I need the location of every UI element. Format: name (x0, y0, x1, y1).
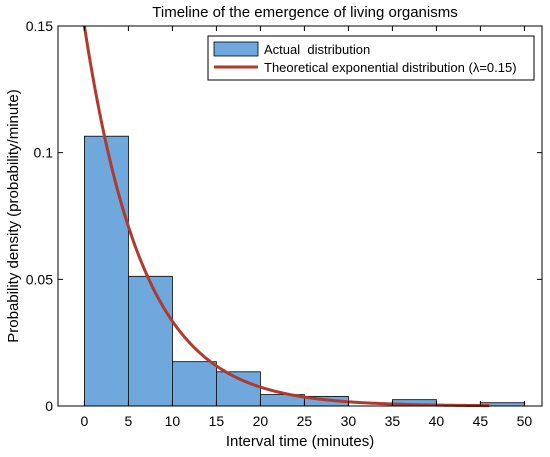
x-tick-label: 30 (341, 413, 357, 429)
x-tick-label: 40 (429, 413, 445, 429)
x-tick-label: 15 (209, 413, 225, 429)
chart-title: Timeline of the emergence of living orga… (152, 4, 457, 21)
plot-border (57, 25, 543, 407)
legend-box (207, 35, 535, 81)
x-tick-label: 0 (81, 413, 89, 429)
y-tick-label: 0.05 (26, 271, 53, 287)
histogram-bar-1 (127, 275, 173, 407)
legend-label-curve: Theoretical exponential distribution (λ=… (264, 60, 517, 75)
x-tick-label: 25 (297, 413, 313, 429)
exponential-curve (82, 25, 490, 408)
legend-swatch-histogram (213, 41, 259, 57)
x-tick-label: 45 (473, 413, 489, 429)
legend: Actual distribution Theoretical exponent… (207, 35, 535, 81)
y-axis-ticks: 0 0.05 0.1 0.15 (26, 18, 542, 414)
x-tick-label: 20 (253, 413, 269, 429)
histogram-bar-2 (171, 361, 217, 407)
x-tick-label: 10 (165, 413, 181, 429)
legend-label-histogram: Actual distribution (264, 42, 370, 57)
plot-area: 0 5 10 15 20 25 30 35 40 45 50 0 0.05 0.1 0.15 (26, 18, 543, 429)
x-axis-label: Interval time (minutes) (226, 433, 374, 450)
y-axis-label: Probability density (probability/minute) (5, 89, 22, 342)
y-tick-label: 0.1 (34, 145, 54, 161)
x-axis-ticks: 0 5 10 15 20 25 30 35 40 45 50 (81, 26, 533, 429)
histogram-bar-0 (84, 135, 129, 407)
y-tick-label: 0 (45, 398, 53, 414)
y-tick-label: 0.15 (26, 18, 53, 34)
x-tick-label: 5 (125, 413, 133, 429)
x-tick-label: 35 (385, 413, 401, 429)
x-tick-label: 50 (517, 413, 533, 429)
